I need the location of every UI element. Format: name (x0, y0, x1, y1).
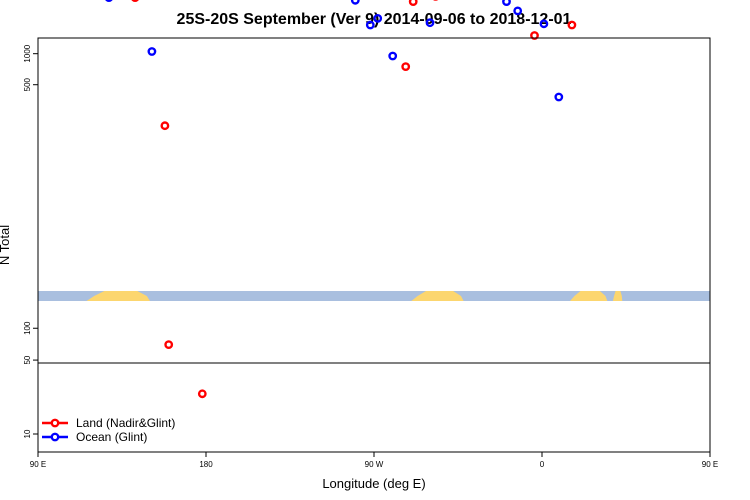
land-point (408, 0, 418, 6)
land-segment (86, 291, 150, 301)
x-tick-label: 90 E (702, 460, 718, 469)
y-tick-label: 10 (23, 429, 32, 438)
y-axis-label: N Total (0, 225, 12, 265)
land-mask-strip (38, 291, 710, 301)
y-tick-label: 500 (23, 77, 32, 91)
y-tick-label: 100 (23, 321, 32, 335)
plot-frame (37, 37, 711, 453)
x-tick-label: 90 E (30, 460, 46, 469)
ocean-point (554, 92, 564, 102)
land-point (160, 121, 170, 131)
land-point (197, 389, 207, 399)
data-points (105, 0, 577, 399)
ocean-point (105, 0, 113, 2)
ocean-point (502, 0, 511, 6)
land-point (164, 340, 174, 349)
ocean-point (539, 19, 549, 29)
legend-label: Ocean (Glint) (76, 430, 147, 444)
y-tick-label: 1000 (23, 44, 32, 62)
land-point (530, 31, 539, 40)
land-point (131, 0, 139, 2)
ocean-point (425, 18, 435, 28)
legend: Land (Nadir&Glint)Ocean (Glint) (42, 416, 175, 444)
x-tick-label: 0 (540, 460, 545, 469)
y-tick-label: 50 (23, 355, 32, 364)
legend-label: Land (Nadir&Glint) (76, 416, 175, 430)
ocean-point (365, 20, 375, 30)
ocean-series (105, 0, 564, 102)
land-series (131, 0, 577, 399)
x-axis-label: Longitude (deg E) (322, 476, 425, 491)
ocean-point (373, 13, 383, 23)
legend-item-land: Land (Nadir&Glint) (42, 416, 175, 430)
land-segment (411, 291, 464, 301)
ocean-point (513, 6, 523, 16)
legend-marker (50, 418, 60, 428)
land-point (567, 20, 577, 30)
ocean-point (388, 51, 398, 61)
land-segment (612, 291, 623, 301)
legend-marker (50, 432, 60, 442)
x-tick-label: 180 (199, 460, 213, 469)
ocean-point (350, 0, 360, 5)
legend-item-ocean: Ocean (Glint) (42, 430, 147, 444)
land-point (401, 62, 411, 71)
ocean-point (147, 47, 157, 56)
x-tick-label: 90 W (365, 460, 384, 469)
ocean-strip (38, 291, 710, 301)
land-segment (570, 291, 608, 301)
